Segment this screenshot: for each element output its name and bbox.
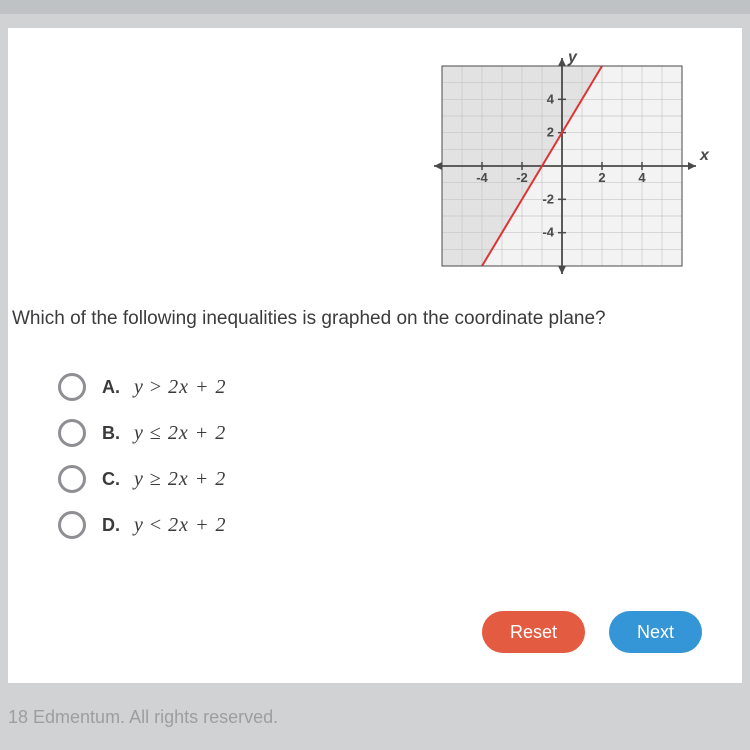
svg-text:x: x: [699, 147, 710, 164]
svg-text:-2: -2: [516, 170, 528, 185]
choice-letter: A.: [102, 377, 134, 398]
coordinate-graph: -4 -2 2 4 -4 -2 2 4 y x: [424, 48, 714, 278]
answer-choices: A.y > 2x + 2B.y ≤ 2x + 2C.y ≥ 2x + 2D.y …: [58, 373, 227, 557]
choice-expression: y < 2x + 2: [134, 514, 227, 537]
next-button[interactable]: Next: [609, 611, 702, 653]
svg-text:-2: -2: [542, 191, 554, 206]
choice-expression: y > 2x + 2: [134, 376, 227, 399]
radio-icon: [58, 511, 86, 539]
reset-button[interactable]: Reset: [482, 611, 585, 653]
choice-c[interactable]: C.y ≥ 2x + 2: [58, 465, 227, 493]
choice-a[interactable]: A.y > 2x + 2: [58, 373, 227, 401]
svg-text:4: 4: [638, 170, 646, 185]
footer-text: 18 Edmentum. All rights reserved.: [8, 707, 278, 728]
radio-icon: [58, 373, 86, 401]
radio-icon: [58, 419, 86, 447]
svg-text:2: 2: [547, 125, 554, 140]
choice-d[interactable]: D.y < 2x + 2: [58, 511, 227, 539]
content-panel: -4 -2 2 4 -4 -2 2 4 y x Which of the following in…: [8, 28, 742, 683]
svg-text:4: 4: [547, 91, 555, 106]
svg-text:-4: -4: [476, 170, 488, 185]
choice-expression: y ≤ 2x + 2: [134, 422, 226, 445]
top-strip: [0, 0, 750, 14]
choice-letter: D.: [102, 515, 134, 536]
svg-text:2: 2: [598, 170, 605, 185]
svg-text:y: y: [567, 49, 578, 66]
choice-letter: B.: [102, 423, 134, 444]
question-text: Which of the following inequalities is g…: [12, 308, 606, 330]
choice-expression: y ≥ 2x + 2: [134, 468, 226, 491]
radio-icon: [58, 465, 86, 493]
svg-text:-4: -4: [542, 225, 554, 240]
choice-b[interactable]: B.y ≤ 2x + 2: [58, 419, 227, 447]
choice-letter: C.: [102, 469, 134, 490]
